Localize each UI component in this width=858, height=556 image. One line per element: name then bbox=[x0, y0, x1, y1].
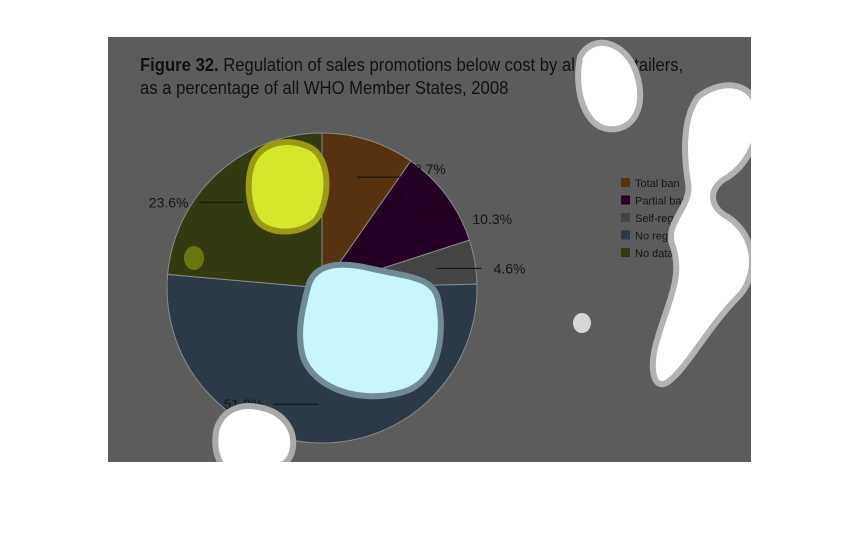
overlay-dot bbox=[573, 313, 591, 333]
legend-swatch bbox=[621, 178, 630, 187]
legend-label: Total ban bbox=[635, 178, 680, 190]
figure-panel: Figure 32. Regulation of sales promotion… bbox=[108, 37, 751, 462]
legend-swatch bbox=[621, 195, 630, 205]
overlay-blob-top bbox=[575, 39, 644, 133]
overlay-blobs bbox=[184, 39, 751, 462]
legend-label: Partial ban bbox=[635, 196, 688, 208]
figure-title: Figure 32. Regulation of sales promotion… bbox=[140, 53, 689, 99]
legend-swatch bbox=[621, 213, 630, 222]
overlay-blob-yellow bbox=[245, 139, 330, 235]
pie-slice-partial-ban bbox=[320, 160, 471, 289]
overlay-blob-bottom bbox=[212, 403, 297, 462]
pie-callouts: 9.7%10.3%4.6%51.8%23.6% bbox=[149, 161, 526, 412]
pie-slice-total-ban bbox=[321, 132, 412, 290]
overlay-blob-small bbox=[184, 246, 204, 270]
figure-number: Figure 32. bbox=[140, 54, 219, 75]
overlay-blob-center bbox=[297, 261, 444, 400]
slice-label: 23.6% bbox=[149, 194, 189, 210]
slice-label: 4.6% bbox=[494, 260, 526, 276]
legend-swatch bbox=[621, 248, 630, 257]
pie-chart: 9.7%10.3%4.6%51.8%23.6% Total banPartial… bbox=[149, 39, 751, 462]
slice-label: 9.7% bbox=[414, 161, 446, 177]
figure-caption: Regulation of sales promotions below cos… bbox=[140, 54, 684, 98]
legend-swatch bbox=[621, 230, 630, 240]
overlay-blob-right bbox=[649, 82, 751, 388]
slice-label: 10.3% bbox=[472, 211, 512, 227]
